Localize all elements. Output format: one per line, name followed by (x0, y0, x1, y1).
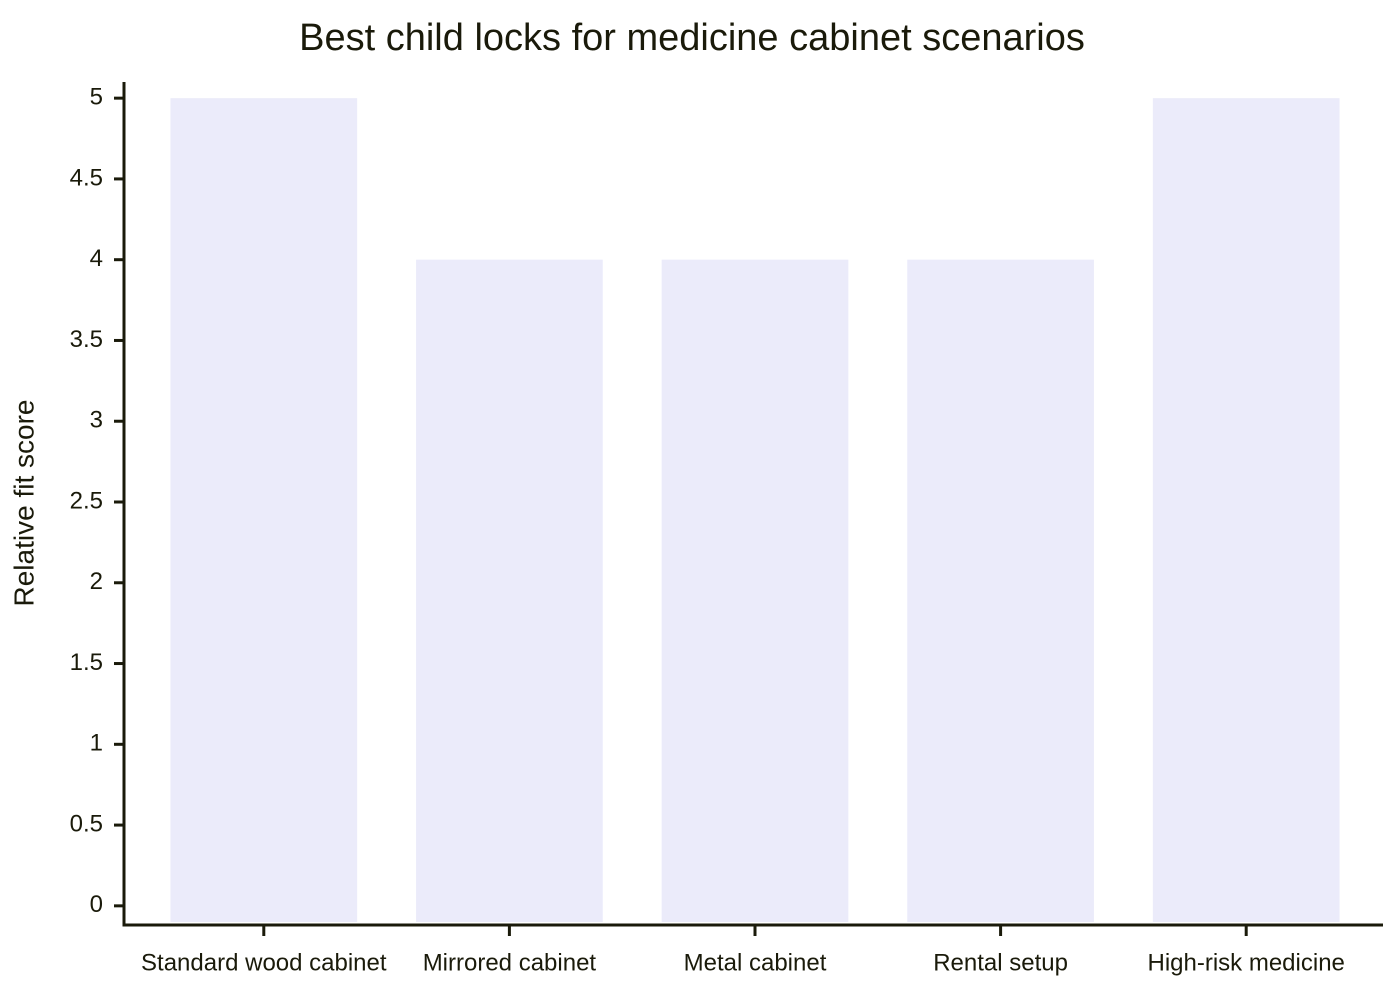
x-tick-label: Metal cabinet (684, 949, 827, 976)
y-tick-label: 5 (90, 83, 103, 110)
x-tick-label: Rental setup (933, 949, 1068, 976)
y-tick-label: 1.5 (70, 649, 103, 676)
bar (907, 259, 1094, 922)
bar (416, 259, 603, 922)
chart-title: Best child locks for medicine cabinet sc… (299, 17, 1085, 59)
y-axis-label: Relative fit score (8, 400, 39, 607)
y-tick-label: 4 (90, 245, 103, 272)
x-tick-label: High-risk medicine (1148, 949, 1345, 976)
y-tick-label: 3 (90, 407, 103, 434)
y-tick-label: 2 (90, 568, 103, 595)
x-tick-label: Standard wood cabinet (141, 949, 387, 976)
y-tick-label: 2.5 (70, 487, 103, 514)
y-tick-label: 1 (90, 730, 103, 757)
x-tick-label: Mirrored cabinet (423, 949, 597, 976)
y-tick-label: 0.5 (70, 810, 103, 837)
bar (170, 98, 358, 922)
y-tick-label: 4.5 (70, 164, 103, 191)
bar (661, 259, 849, 922)
bar (1152, 98, 1340, 922)
y-tick-label: 3.5 (70, 326, 103, 353)
y-tick-label: 0 (90, 891, 103, 918)
